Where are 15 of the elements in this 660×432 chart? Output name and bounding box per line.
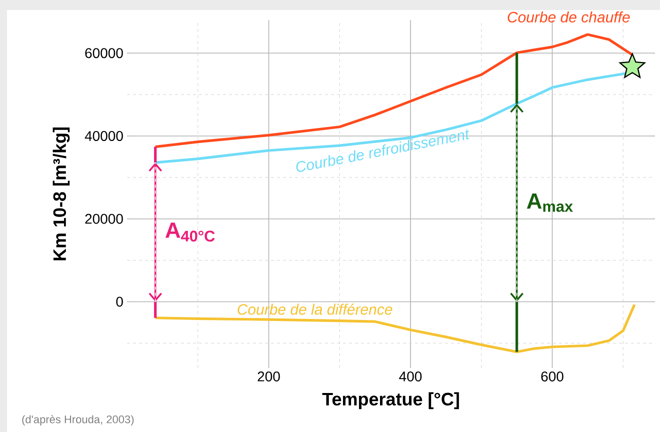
y-tick-label: 60000	[85, 48, 123, 58]
x-tick-label: 600	[541, 372, 564, 382]
x-tick-label: 200	[258, 372, 280, 382]
annotation: A$_{40°C}$	[165, 222, 215, 242]
series-label: Courbe de chauffe	[508, 11, 630, 22]
y-tick-label: 0	[116, 296, 123, 307]
y-tick-label: 40000	[84, 131, 123, 141]
y-tick-label: 20000	[85, 214, 123, 224]
series-label: Courbe de la différence	[238, 304, 392, 315]
text: (d'après Hrouda, 2003)	[22, 415, 134, 426]
x-axis-title: Temperatue [°C]	[322, 392, 459, 410]
x-tick-label: 400	[399, 372, 422, 382]
annotation: A$_{max}$	[526, 194, 573, 212]
line-series	[154, 303, 636, 354]
y-axis-title: Km 10-8 [m³/kg]	[52, 128, 70, 260]
